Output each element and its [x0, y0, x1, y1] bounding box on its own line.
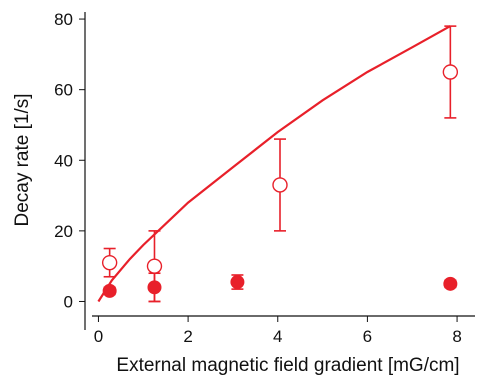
point-marker	[443, 276, 458, 291]
point-marker	[272, 177, 288, 193]
x-tick-label: 4	[273, 327, 282, 346]
y-tick-label: 60	[54, 81, 73, 100]
filled-data-point	[102, 283, 117, 298]
axes	[84, 12, 475, 330]
x-tick-label: 2	[183, 327, 192, 346]
open-data-point	[442, 25, 459, 119]
y-axis-label: Decay rate [1/s]	[12, 93, 33, 226]
filled-data-point	[147, 272, 162, 303]
y-tick-label: 80	[54, 10, 73, 29]
point-marker	[230, 275, 245, 290]
y-tick-label: 20	[54, 222, 73, 241]
point-marker	[101, 254, 118, 271]
x-tick-label: 6	[363, 327, 372, 346]
open-data-point	[101, 247, 118, 278]
y-tick-label: 0	[64, 292, 73, 311]
x-tick-label: 8	[452, 327, 461, 346]
point-marker	[102, 283, 117, 298]
open-data-point	[272, 138, 288, 232]
fit-curve-layer	[97, 25, 451, 303]
point-marker	[146, 258, 163, 274]
y-tick-label: 40	[54, 151, 73, 170]
data-points-layer	[101, 25, 459, 303]
filled-data-point	[443, 276, 458, 291]
axis-ticks: 0 20 40 60 80 0 2 4 6 8	[54, 10, 462, 346]
point-marker	[442, 64, 459, 80]
fit-curve	[97, 25, 451, 303]
x-axis-label: External magnetic field gradient [mG/cm]	[116, 355, 459, 376]
x-tick-label: 0	[94, 327, 103, 346]
point-marker	[147, 280, 162, 295]
filled-data-point	[230, 274, 245, 290]
